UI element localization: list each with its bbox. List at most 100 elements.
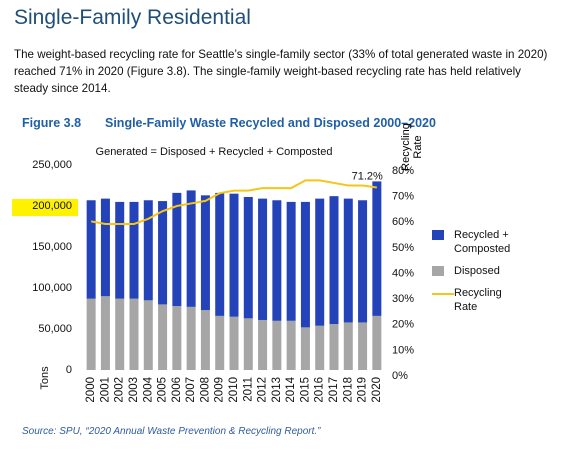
bar [100,296,110,370]
page-title: Single-Family Residential [14,6,251,29]
y-tick-label: 0 [66,364,72,376]
x-tick-label: 2012 [257,377,269,403]
legend-swatch [432,293,454,295]
x-tick-label: 2015 [299,377,311,403]
bar [200,195,210,311]
bar [86,200,96,299]
x-tick-label: 2018 [342,377,354,403]
bar [129,298,139,370]
y-axis-label: Tons [39,366,51,390]
y2-tick-label: 70% [392,191,414,203]
bar [215,192,225,316]
bar [372,181,382,316]
legend-swatch [432,266,444,276]
bar [86,298,96,370]
bar [186,190,196,307]
bar [172,192,182,307]
y2-tick-label: 30% [392,293,414,305]
bar [100,198,110,297]
x-tick-label: 2016 [314,377,326,403]
bar [329,196,339,325]
y-tick-label: 50,000 [38,323,72,335]
bar [129,201,139,299]
y2-tick-label: 50% [392,242,414,254]
legend-swatch [432,230,444,240]
bar [372,315,382,370]
y2-tick-label: 0% [392,370,408,382]
x-tick-label: 2014 [285,376,297,402]
x-tick-label: 2005 [157,377,169,403]
y2-tick-label: 80% [392,165,414,177]
bar [343,322,353,370]
bar [243,196,253,319]
x-tick-label: 2019 [357,377,369,403]
x-tick-label: 2009 [214,377,226,403]
y-tick-label: 250,000 [32,159,72,171]
bar [358,322,368,370]
y2-tick-label: 20% [392,319,414,331]
bar [229,193,239,317]
line [90,179,377,225]
legend-item: Recycling Rate [432,286,542,314]
bar [300,201,310,328]
y2-tick-label: 10% [392,344,414,356]
x-tick-label: 2004 [142,376,154,402]
legend-item: Disposed [432,264,542,278]
y-tick-label: 100,000 [32,282,72,294]
bar [115,201,125,299]
legend: Recycled + Composted Disposed Recycling Ra… [432,228,542,322]
bar [300,327,310,370]
bar [158,304,168,370]
x-tick-label: 2008 [199,377,211,403]
legend-item: Recycled + Composted [432,228,542,256]
x-tick-label: 2001 [99,377,111,403]
bar [258,198,268,320]
highlight [12,199,78,216]
bar [215,315,225,370]
x-tick-label: 2007 [185,377,197,403]
y-tick-label: 200,000 [32,200,72,212]
x-tick-label: 2017 [328,377,340,403]
bar [329,324,339,370]
x-tick-label: 2010 [228,377,240,403]
data-label: 71.2% [352,170,383,182]
y2-axis-label: Recycling Rate [400,123,424,171]
legend-label: Disposed [454,265,500,277]
x-tick-label: 2003 [128,377,140,403]
x-tick-label: 2011 [242,377,254,402]
bar [258,319,268,370]
bar [272,200,282,321]
legend-label: Recycled + Composted [454,229,511,255]
bar [315,325,325,370]
y2-tick-label: 40% [392,267,414,279]
bar [229,316,239,370]
annotation: Generated = Disposed + Recycled + Compos… [96,146,333,158]
bar [158,201,168,305]
bar [243,318,253,370]
bar [272,320,282,370]
legend-label: Recycling Rate [454,287,502,313]
x-tick-label: 2002 [114,377,126,403]
bar [200,310,210,370]
bar [186,306,196,370]
bar [343,198,353,323]
x-tick-label: 2000 [85,377,97,403]
figure-label: Figure 3.8 [22,116,82,130]
bar [143,300,153,370]
bar [115,298,125,370]
figure-title: Single-Family Waste Recycled and Dispose… [105,116,436,130]
x-tick-label: 2020 [371,377,383,403]
bar [315,198,325,326]
bar [172,306,182,370]
x-tick-label: 2006 [171,377,183,403]
bar [286,201,296,321]
x-tick-label: 2013 [271,377,283,403]
y-tick-label: 150,000 [32,241,72,253]
bar [143,200,153,301]
y2-tick-label: 60% [392,216,414,228]
bar [358,200,368,323]
paragraph: The weight-based recycling rate for Seat… [14,48,548,95]
source: Source: SPU, “2020 Annual Waste Preventi… [22,426,321,437]
